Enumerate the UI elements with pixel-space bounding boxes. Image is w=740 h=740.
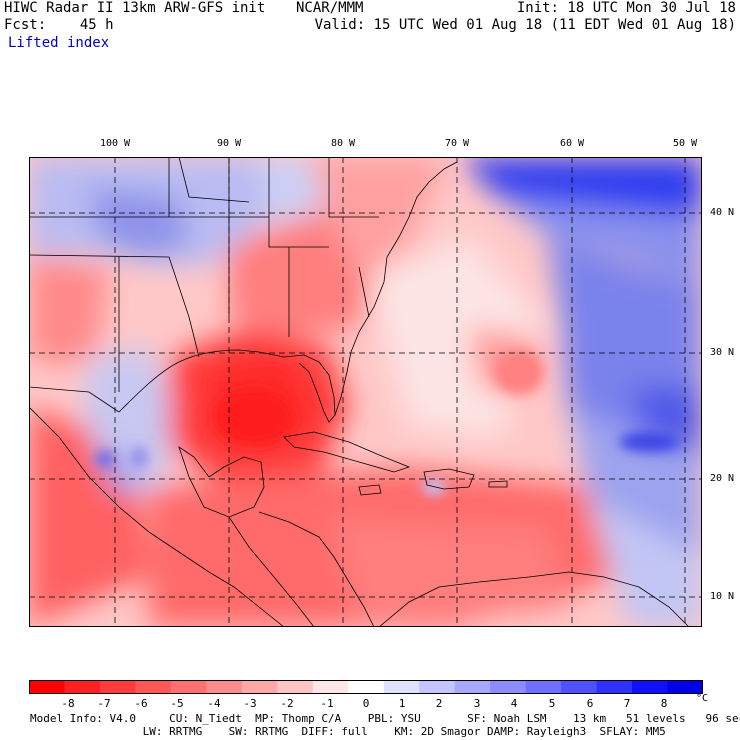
colorbar-swatch [99,680,136,694]
colorbar-label: 7 [623,697,631,710]
colorbar-label: -4 [207,697,221,710]
colorbar-swatch [241,680,278,694]
colorbar-swatch [596,680,633,694]
colorbar-swatch [561,680,598,694]
lifted-index-map [29,157,702,627]
field-detail [95,350,679,495]
colorbar-swatch [454,680,491,694]
colorbar-label: -2 [280,697,294,710]
colorbar-swatch [490,680,527,694]
colorbar-swatch [348,680,385,694]
colorbar-swatch [206,680,243,694]
lat-lon-grid [29,157,702,627]
lat-label-20n: 20 N [710,473,735,484]
forecast-value: 45 h [79,17,114,33]
forecast-label: Fcst: [4,17,47,33]
colorbar-frame [29,680,703,694]
valid-time: Valid: 15 UTC Wed 01 Aug 18 (11 EDT Wed … [314,17,736,33]
lat-label-30n: 30 N [710,347,735,358]
header-right: Init: 18 UTC Mon 30 Jul 18 Valid: 15 UTC… [315,0,736,34]
colorbar-label: 4 [510,697,518,710]
lon-label-70w: 70 W [444,138,470,149]
colorbar-swatch [525,680,562,694]
colorbar-label: -3 [243,697,257,710]
field-name: Lifted index [8,35,110,51]
colorbar-label: 2 [435,697,443,710]
colorbar-label: 6 [586,697,594,710]
colorbar-swatch [419,680,456,694]
lon-label-60w: 60 W [559,138,585,149]
colorbar [29,680,703,694]
colorbar-label: 3 [473,697,481,710]
colorbar-label: -5 [170,697,184,710]
lon-label-90w: 90 W [216,138,242,149]
lon-label-80w: 80 W [330,138,356,149]
colorbar-unit: °C [696,693,709,704]
colorbar-swatch [667,680,703,694]
model-info-line2: LW: RRTMG SW: RRTMG DIFF: full KM: 2D Sm… [30,725,666,738]
colorbar-swatch [312,680,349,694]
colorbar-swatch [64,680,101,694]
colorbar-label: -6 [134,697,148,710]
model-title: HIWC Radar II 13km ARW-GFS init [4,0,266,16]
init-time: Init: 18 UTC Mon 30 Jul 18 [516,0,736,16]
colorbar-label: 1 [398,697,406,710]
colorbar-label: 5 [548,697,556,710]
colorbar-label: -1 [320,697,334,710]
map-frame [29,157,702,627]
colorbar-swatch [383,680,420,694]
lon-label-50w: 50 W [672,138,698,149]
agency-label: NCAR/MMM [296,0,364,16]
model-info-line1: Model Info: V4.0 CU: N_Tiedt MP: Thomp C… [30,712,740,725]
colorbar-label: 8 [660,697,668,710]
colorbar-swatch [170,680,207,694]
lat-label-40n: 40 N [710,207,735,218]
lon-label-100w: 100 W [99,138,131,149]
colorbar-swatch [277,680,314,694]
colorbar-swatch [29,680,65,694]
header-left: HIWC Radar II 13km ARW-GFS init Fcst: 45… [4,0,265,34]
colorbar-swatch [135,680,172,694]
lat-label-10n: 10 N [710,591,735,602]
colorbar-label: -7 [97,697,111,710]
colorbar-swatch [632,680,669,694]
colorbar-label: 0 [362,697,370,710]
colorbar-label: -8 [61,697,75,710]
